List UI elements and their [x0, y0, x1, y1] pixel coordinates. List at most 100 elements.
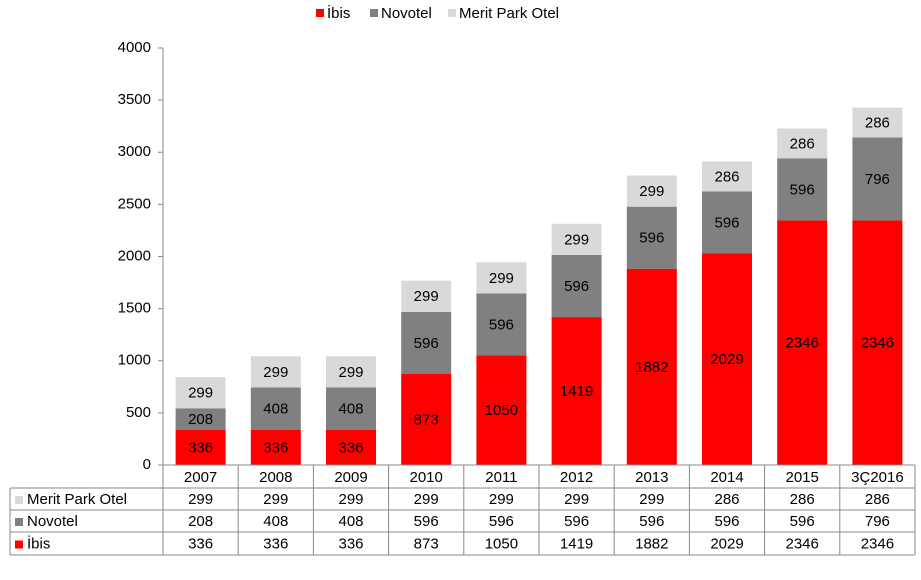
y-tick-label: 2000	[118, 247, 151, 264]
table-cell: 299	[338, 491, 363, 508]
data-label: 596	[489, 316, 514, 333]
table-cell: 336	[263, 535, 288, 552]
table-cell: 2346	[786, 535, 819, 552]
x-tick-label: 2013	[635, 469, 668, 486]
x-tick-label: 2015	[786, 469, 819, 486]
bar-segment	[250, 429, 301, 465]
x-tick-label: 2011	[485, 469, 517, 486]
data-label: 596	[790, 181, 815, 198]
bar-segment	[326, 356, 376, 388]
table-row-label: İbis	[27, 534, 50, 552]
table-cell: 596	[714, 513, 739, 530]
table-cell: 336	[188, 535, 213, 552]
bar-segment	[175, 377, 226, 409]
table-cell: 796	[865, 513, 890, 530]
data-label: 299	[414, 288, 439, 305]
legend-swatch	[370, 9, 378, 17]
table-row-label: Merit Park Otel	[27, 491, 127, 508]
bar-segment	[777, 220, 828, 465]
bar-segment	[626, 268, 677, 465]
table-cell: 596	[639, 513, 664, 530]
data-label: 299	[338, 364, 363, 381]
bar-segment	[777, 128, 828, 159]
bar-segment	[852, 220, 903, 465]
x-tick-label: 2007	[184, 469, 217, 486]
bar-segment	[852, 107, 903, 138]
data-label: 796	[865, 171, 890, 188]
table-cell: 299	[263, 491, 288, 508]
data-label: 286	[865, 115, 890, 132]
legend-label: İbis	[327, 4, 350, 22]
data-label: 596	[714, 214, 739, 231]
data-label: 408	[338, 401, 363, 418]
table-row-label: Novotel	[27, 513, 78, 530]
table-cell: 299	[639, 491, 664, 508]
data-label: 408	[263, 401, 288, 418]
bar-segment	[702, 161, 752, 192]
table-cell: 1050	[485, 535, 518, 552]
x-tick-label: 2012	[560, 469, 593, 486]
table-cell: 286	[714, 491, 739, 508]
data-label: 299	[489, 270, 514, 287]
table-cell: 2346	[861, 535, 894, 552]
data-label: 286	[714, 168, 739, 185]
data-label: 1419	[560, 383, 593, 400]
bar-segment	[626, 175, 677, 207]
data-label: 299	[188, 385, 213, 402]
table-cell: 596	[564, 513, 589, 530]
x-tick-label: 3Ç2016	[851, 469, 904, 486]
bar-segment	[476, 293, 527, 356]
table-cell: 299	[564, 491, 589, 508]
data-label: 299	[263, 364, 288, 381]
data-label: 596	[414, 335, 439, 352]
data-label: 286	[790, 135, 815, 152]
x-tick-label: 2008	[259, 469, 292, 486]
data-label: 2346	[861, 335, 894, 352]
x-tick-label: 2014	[710, 469, 743, 486]
data-label: 336	[263, 439, 288, 456]
bar-segment	[401, 311, 452, 374]
data-label: 873	[414, 411, 439, 428]
bar-segment	[326, 429, 376, 465]
table-cell: 596	[790, 513, 815, 530]
x-tick-label: 2009	[334, 469, 367, 486]
legend-swatch	[316, 9, 324, 17]
data-label: 336	[338, 439, 363, 456]
bar-segment	[401, 373, 452, 465]
table-cell: 2029	[710, 535, 743, 552]
data-label: 596	[639, 230, 664, 247]
table-cell: 299	[188, 491, 213, 508]
bar-segment	[551, 317, 602, 465]
y-tick-label: 1500	[118, 300, 151, 317]
bar-segment	[175, 408, 226, 430]
legend-label: Novotel	[381, 5, 432, 22]
table-cell: 1419	[560, 535, 593, 552]
table-cell: 286	[790, 491, 815, 508]
y-tick-label: 4000	[118, 39, 151, 56]
legend-swatch	[448, 9, 456, 17]
data-label: 336	[188, 439, 213, 456]
legend-label: Merit Park Otel	[459, 5, 559, 22]
data-label: 208	[188, 411, 213, 428]
table-cell: 208	[188, 513, 213, 530]
y-tick-label: 1000	[118, 352, 151, 369]
table-swatch	[15, 496, 23, 504]
data-label: 1050	[485, 402, 518, 419]
data-label: 596	[564, 278, 589, 295]
bar-segment	[250, 387, 301, 430]
bar-segment	[326, 387, 376, 430]
y-tick-label: 500	[126, 404, 151, 421]
data-label: 299	[564, 231, 589, 248]
y-tick-label: 0	[143, 456, 151, 473]
bar-segment	[476, 355, 527, 465]
table-cell: 336	[338, 535, 363, 552]
y-tick-label: 2500	[118, 195, 151, 212]
bar-segment	[702, 191, 752, 254]
x-tick-label: 2010	[410, 469, 443, 486]
data-label: 1882	[635, 359, 668, 376]
table-cell: 596	[489, 513, 514, 530]
bar-segment	[777, 158, 828, 221]
bar-segment	[476, 262, 527, 294]
table-swatch	[15, 518, 23, 526]
